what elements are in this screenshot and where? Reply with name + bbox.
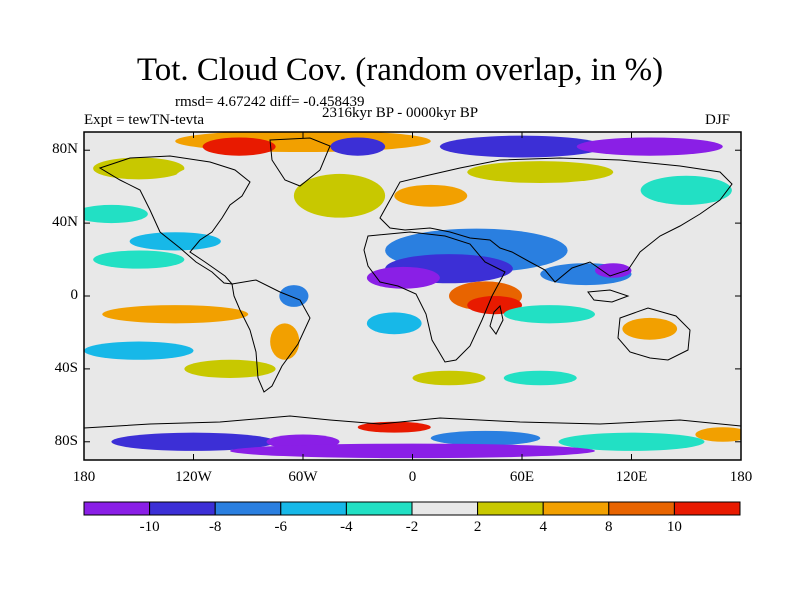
- latitude-tick-label: 40S: [54, 359, 78, 376]
- anomaly-field: [84, 132, 741, 460]
- anomaly-region: [202, 137, 276, 156]
- colorbar-swatch: [673, 501, 741, 516]
- coast-madagascar: [489, 304, 504, 335]
- longitude-tick-label: 120E: [615, 469, 648, 485]
- colorbar-swatch: [83, 501, 151, 516]
- longitude-tick-label: 60W: [288, 469, 318, 485]
- anomaly-region: [84, 341, 194, 360]
- anomaly-region: [640, 175, 732, 205]
- anomaly-region: [230, 443, 595, 459]
- anomaly-region: [93, 250, 185, 269]
- anomaly-region: [321, 281, 358, 311]
- latitude-tick-label: 80S: [54, 432, 78, 449]
- coast-australia: [617, 307, 691, 361]
- anomaly-region: [467, 161, 614, 184]
- latitude-tick-label: 80N: [52, 141, 78, 158]
- anomaly-region: [558, 432, 705, 451]
- longitude-tick-label: 60E: [509, 469, 535, 485]
- anomaly-region: [111, 432, 276, 451]
- anomaly-region: [102, 305, 249, 324]
- anomaly-region: [279, 285, 309, 307]
- coast-eurasia: [379, 157, 733, 283]
- colorbar-level-label: -8: [208, 519, 222, 535]
- anomaly-region: [366, 312, 422, 335]
- experiment-label: Expt = tewTN-tevta: [84, 112, 205, 128]
- latitude-tick-label: 0: [70, 287, 79, 303]
- coast-north-america: [98, 155, 251, 285]
- anomaly-region: [366, 266, 440, 289]
- coast-greenland: [269, 137, 331, 187]
- colorbar-swatch: [214, 501, 282, 516]
- colorbar-swatch: [149, 501, 216, 516]
- colorbar-level-label: -4: [340, 519, 353, 535]
- period-label: 2316kyr BP - 0000kyr BP: [322, 105, 479, 121]
- anomaly-region: [330, 137, 386, 156]
- colorbar-swatch: [542, 501, 610, 516]
- anomaly-region: [412, 370, 486, 386]
- anomaly-region: [467, 296, 522, 315]
- colorbar-swatch: [608, 501, 675, 516]
- coastlines: [84, 137, 741, 429]
- axis-ticks: [83, 132, 742, 460]
- anomaly-region: [430, 430, 541, 446]
- colorbar-level-label: 10: [666, 519, 682, 535]
- anomaly-region: [595, 263, 632, 278]
- longitude-tick-label: 0: [408, 469, 417, 485]
- colorbar-level-label: -6: [274, 519, 288, 535]
- coast-indonesia: [587, 289, 630, 303]
- colorbar-level-label: 2: [473, 519, 482, 535]
- coast-south-america: [231, 279, 311, 393]
- colorbar-level-label: 4: [539, 519, 547, 535]
- colorbar-swatch: [280, 501, 347, 516]
- coast-antarctica: [84, 415, 741, 429]
- anomaly-region: [175, 162, 285, 193]
- colorbar-level-label: -10: [139, 519, 160, 535]
- colorbar-swatch: [345, 501, 413, 516]
- stats-label: rmsd= 4.67242 diff= -0.458439: [175, 94, 365, 110]
- anomaly-region: [129, 232, 221, 251]
- anomaly-region: [357, 421, 431, 433]
- coast-africa: [363, 231, 506, 363]
- anomaly-region: [503, 305, 595, 324]
- latitude-tick-label: 40N: [52, 214, 78, 231]
- colorbar-level-label: -2: [405, 519, 419, 535]
- anomaly-region: [576, 137, 723, 156]
- colorbar-swatch: [477, 501, 544, 516]
- anomaly-region: [270, 323, 300, 360]
- anomaly-region: [93, 157, 185, 180]
- anomaly-region: [503, 370, 577, 386]
- colorbar-level-label: 8: [605, 519, 613, 535]
- anomaly-region: [622, 317, 678, 340]
- longitude-tick-label: 180: [72, 469, 96, 485]
- anomaly-region: [84, 204, 148, 224]
- anomaly-region: [184, 359, 276, 378]
- anomaly-region: [695, 427, 741, 442]
- colorbar-swatch: [411, 501, 479, 516]
- anomaly-region: [394, 184, 468, 207]
- longitude-tick-label: 120W: [175, 469, 212, 485]
- anomaly-region: [293, 173, 386, 218]
- colorbar: [83, 501, 741, 516]
- plot-title: Tot. Cloud Cov. (random overlap, in %): [136, 52, 664, 88]
- anomaly-region: [439, 135, 605, 158]
- season-label: DJF: [705, 112, 731, 128]
- longitude-tick-label: 180: [729, 469, 753, 485]
